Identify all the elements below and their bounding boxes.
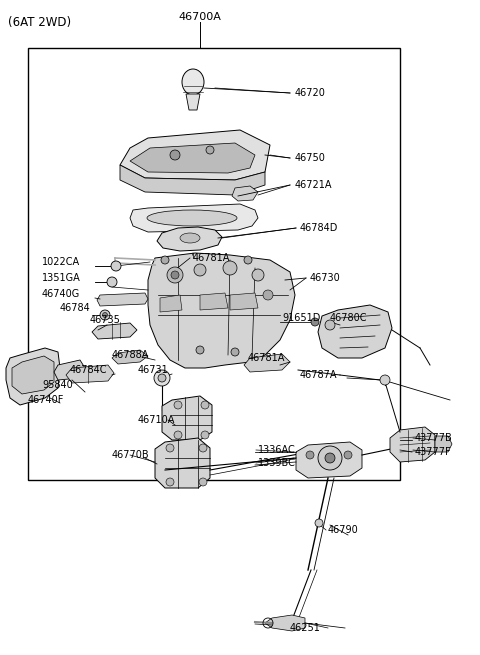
Circle shape <box>100 310 110 320</box>
Text: (6AT 2WD): (6AT 2WD) <box>8 16 71 29</box>
Circle shape <box>315 519 323 527</box>
Text: 46700A: 46700A <box>179 12 221 22</box>
Circle shape <box>166 478 174 486</box>
Polygon shape <box>120 165 265 195</box>
Polygon shape <box>66 365 114 383</box>
Circle shape <box>325 453 335 463</box>
Circle shape <box>158 374 166 382</box>
Circle shape <box>107 277 117 287</box>
Text: 46740F: 46740F <box>28 395 64 405</box>
Text: 46731: 46731 <box>138 365 169 375</box>
Text: 46740G: 46740G <box>42 289 80 299</box>
Ellipse shape <box>147 210 237 226</box>
Circle shape <box>194 264 206 276</box>
Polygon shape <box>97 293 148 306</box>
Circle shape <box>311 318 319 326</box>
Polygon shape <box>130 204 258 232</box>
Circle shape <box>199 444 207 452</box>
Text: 95840: 95840 <box>42 380 73 390</box>
Polygon shape <box>92 323 137 339</box>
Circle shape <box>380 375 390 385</box>
Text: 46770B: 46770B <box>112 450 150 460</box>
Text: 46735: 46735 <box>90 315 121 325</box>
Text: 43777F: 43777F <box>415 447 452 457</box>
Circle shape <box>171 271 179 279</box>
Text: 1351GA: 1351GA <box>42 273 81 283</box>
Circle shape <box>196 346 204 354</box>
Polygon shape <box>148 253 295 368</box>
Circle shape <box>244 256 252 264</box>
Polygon shape <box>244 354 290 372</box>
Text: 46780C: 46780C <box>330 313 368 323</box>
Circle shape <box>166 444 174 452</box>
Polygon shape <box>12 356 54 394</box>
Text: 46251: 46251 <box>290 623 321 633</box>
Circle shape <box>306 451 314 459</box>
Polygon shape <box>186 94 200 110</box>
Polygon shape <box>200 293 228 310</box>
Text: 46710A: 46710A <box>138 415 175 425</box>
Circle shape <box>231 348 239 356</box>
Circle shape <box>206 146 214 154</box>
Text: 46781A: 46781A <box>248 353 286 363</box>
Polygon shape <box>232 186 258 201</box>
Polygon shape <box>162 396 212 440</box>
Polygon shape <box>120 130 270 180</box>
Polygon shape <box>230 293 258 310</box>
Polygon shape <box>54 360 85 380</box>
Circle shape <box>201 431 209 439</box>
Circle shape <box>111 261 121 271</box>
Circle shape <box>167 267 183 283</box>
Circle shape <box>154 370 170 386</box>
Circle shape <box>201 401 209 409</box>
Circle shape <box>318 446 342 470</box>
Text: 46750: 46750 <box>295 153 326 163</box>
Circle shape <box>174 401 182 409</box>
Text: 46790: 46790 <box>328 525 359 535</box>
Text: 46784: 46784 <box>60 303 91 313</box>
Circle shape <box>199 478 207 486</box>
Polygon shape <box>296 442 362 478</box>
Circle shape <box>325 320 335 330</box>
Polygon shape <box>265 615 305 631</box>
Circle shape <box>103 312 108 318</box>
Circle shape <box>174 431 182 439</box>
Text: 46788A: 46788A <box>112 350 149 360</box>
Text: 46784D: 46784D <box>300 223 338 233</box>
Circle shape <box>344 451 352 459</box>
Ellipse shape <box>180 233 200 243</box>
Bar <box>28 48 400 480</box>
Ellipse shape <box>182 69 204 95</box>
Text: 46781A: 46781A <box>193 253 230 263</box>
Text: 1022CA: 1022CA <box>42 257 80 267</box>
Polygon shape <box>390 427 435 462</box>
Polygon shape <box>6 348 60 405</box>
Circle shape <box>263 290 273 300</box>
Polygon shape <box>157 227 222 251</box>
Text: 91651D: 91651D <box>282 313 320 323</box>
Text: 46784C: 46784C <box>70 365 108 375</box>
Circle shape <box>161 256 169 264</box>
Polygon shape <box>435 436 452 452</box>
Text: 1339BC: 1339BC <box>258 458 296 468</box>
Polygon shape <box>318 305 392 358</box>
Polygon shape <box>112 350 148 364</box>
Polygon shape <box>160 295 182 312</box>
Circle shape <box>252 269 264 281</box>
Text: 46720: 46720 <box>295 88 326 98</box>
Text: 1336AC: 1336AC <box>258 445 296 455</box>
Polygon shape <box>130 143 255 173</box>
Circle shape <box>223 261 237 275</box>
Text: 46721A: 46721A <box>295 180 333 190</box>
Circle shape <box>170 150 180 160</box>
Text: 46787A: 46787A <box>300 370 337 380</box>
Polygon shape <box>155 438 210 488</box>
Text: 43777B: 43777B <box>415 433 453 443</box>
Text: 46730: 46730 <box>310 273 341 283</box>
